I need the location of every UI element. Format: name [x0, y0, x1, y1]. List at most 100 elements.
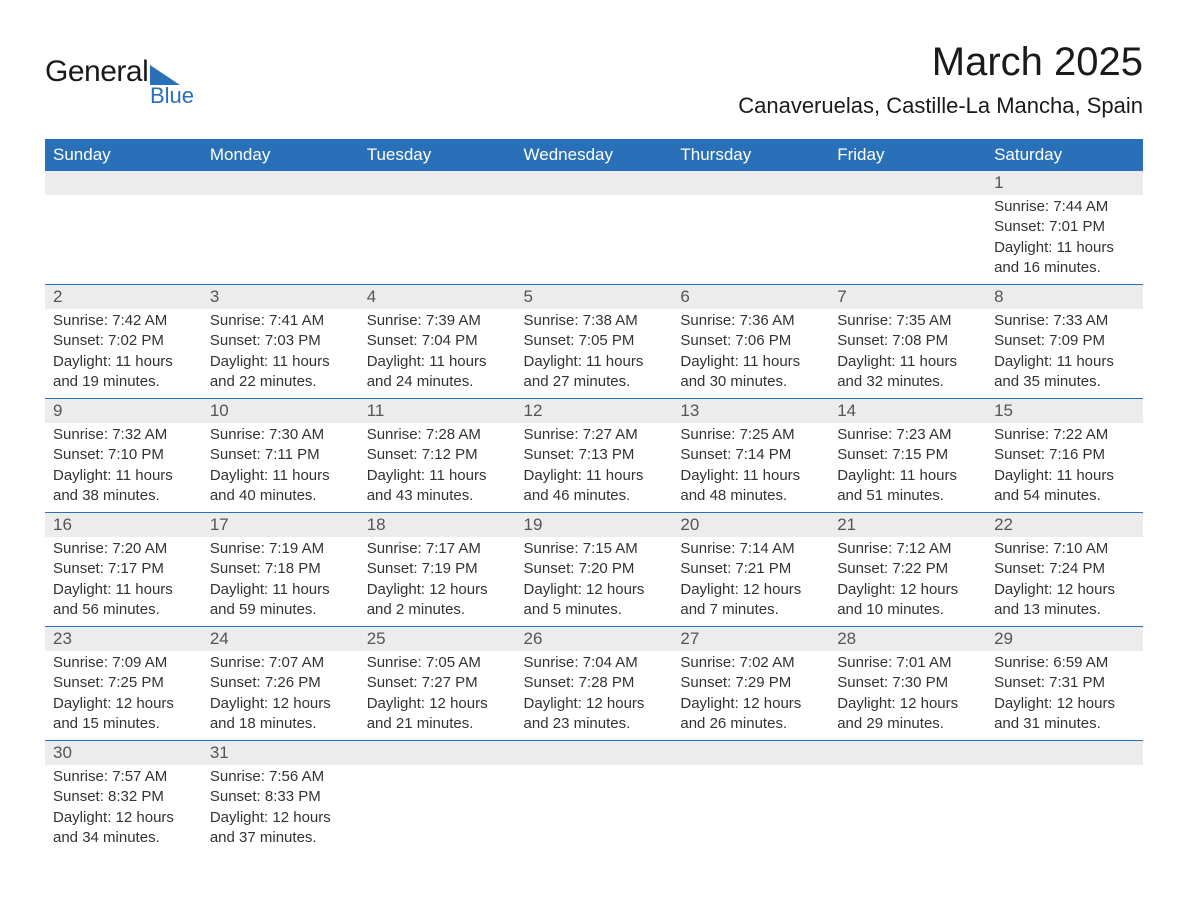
daylight-text: Daylight: 11 hours and 56 minutes. — [53, 580, 194, 621]
daylight-text: Daylight: 11 hours and 30 minutes. — [680, 352, 821, 393]
sunset-text: Sunset: 7:14 PM — [680, 445, 821, 465]
day-number-row: 23242526272829 — [45, 627, 1143, 652]
sunrise-text: Sunrise: 7:30 AM — [210, 425, 351, 445]
daylight-text: Daylight: 12 hours and 23 minutes. — [524, 694, 665, 735]
sunrise-text: Sunrise: 7:44 AM — [994, 197, 1135, 217]
day-data-cell — [986, 765, 1143, 854]
header: General Blue March 2025 Canaveruelas, Ca… — [45, 40, 1143, 119]
day-data-cell: Sunrise: 7:33 AMSunset: 7:09 PMDaylight:… — [986, 309, 1143, 399]
sunrise-text: Sunrise: 7:20 AM — [53, 539, 194, 559]
sunrise-text: Sunrise: 7:22 AM — [994, 425, 1135, 445]
weekday-header: Thursday — [672, 139, 829, 171]
calendar-header-row: Sunday Monday Tuesday Wednesday Thursday… — [45, 139, 1143, 171]
day-number-cell: 21 — [829, 513, 986, 538]
sunset-text: Sunset: 7:10 PM — [53, 445, 194, 465]
sunrise-text: Sunrise: 7:12 AM — [837, 539, 978, 559]
sunrise-text: Sunrise: 7:19 AM — [210, 539, 351, 559]
day-number-row: 2345678 — [45, 285, 1143, 310]
sunset-text: Sunset: 7:29 PM — [680, 673, 821, 693]
day-data-cell: Sunrise: 7:36 AMSunset: 7:06 PMDaylight:… — [672, 309, 829, 399]
sunset-text: Sunset: 7:21 PM — [680, 559, 821, 579]
sunset-text: Sunset: 7:28 PM — [524, 673, 665, 693]
day-data-cell: Sunrise: 7:04 AMSunset: 7:28 PMDaylight:… — [516, 651, 673, 741]
day-number-cell — [516, 741, 673, 766]
daylight-text: Daylight: 12 hours and 37 minutes. — [210, 808, 351, 849]
day-number-cell: 18 — [359, 513, 516, 538]
sunrise-text: Sunrise: 7:38 AM — [524, 311, 665, 331]
day-data-cell: Sunrise: 7:41 AMSunset: 7:03 PMDaylight:… — [202, 309, 359, 399]
day-number-cell — [986, 741, 1143, 766]
day-number-cell — [45, 171, 202, 195]
day-number-cell: 27 — [672, 627, 829, 652]
daylight-text: Daylight: 12 hours and 18 minutes. — [210, 694, 351, 735]
day-data-cell: Sunrise: 7:15 AMSunset: 7:20 PMDaylight:… — [516, 537, 673, 627]
sunset-text: Sunset: 7:04 PM — [367, 331, 508, 351]
daylight-text: Daylight: 11 hours and 32 minutes. — [837, 352, 978, 393]
day-number-cell: 8 — [986, 285, 1143, 310]
day-number-cell — [829, 741, 986, 766]
day-number-row: 1 — [45, 171, 1143, 195]
day-data-cell: Sunrise: 7:02 AMSunset: 7:29 PMDaylight:… — [672, 651, 829, 741]
day-number-cell — [359, 171, 516, 195]
sunrise-text: Sunrise: 7:57 AM — [53, 767, 194, 787]
day-number-cell: 31 — [202, 741, 359, 766]
day-data-cell: Sunrise: 7:27 AMSunset: 7:13 PMDaylight:… — [516, 423, 673, 513]
weekday-header: Tuesday — [359, 139, 516, 171]
day-number-row: 16171819202122 — [45, 513, 1143, 538]
sunset-text: Sunset: 7:25 PM — [53, 673, 194, 693]
sunset-text: Sunset: 7:31 PM — [994, 673, 1135, 693]
sunset-text: Sunset: 7:13 PM — [524, 445, 665, 465]
sunrise-text: Sunrise: 7:07 AM — [210, 653, 351, 673]
day-number-cell: 14 — [829, 399, 986, 424]
weekday-header: Wednesday — [516, 139, 673, 171]
day-number-cell: 28 — [829, 627, 986, 652]
day-data-cell: Sunrise: 7:57 AMSunset: 8:32 PMDaylight:… — [45, 765, 202, 854]
day-number-cell: 20 — [672, 513, 829, 538]
day-data-cell: Sunrise: 7:39 AMSunset: 7:04 PMDaylight:… — [359, 309, 516, 399]
day-number-cell: 10 — [202, 399, 359, 424]
day-data-cell — [829, 765, 986, 854]
sunrise-text: Sunrise: 7:32 AM — [53, 425, 194, 445]
day-number-cell: 24 — [202, 627, 359, 652]
day-number-cell: 26 — [516, 627, 673, 652]
location: Canaveruelas, Castille-La Mancha, Spain — [738, 93, 1143, 119]
day-data-cell — [359, 195, 516, 285]
day-data-cell — [45, 195, 202, 285]
day-number-cell: 12 — [516, 399, 673, 424]
day-data-cell — [516, 765, 673, 854]
sunrise-text: Sunrise: 7:10 AM — [994, 539, 1135, 559]
title-block: March 2025 Canaveruelas, Castille-La Man… — [738, 40, 1143, 119]
day-number-cell — [359, 741, 516, 766]
day-data-cell — [359, 765, 516, 854]
logo: General Blue — [45, 55, 194, 109]
sunrise-text: Sunrise: 7:28 AM — [367, 425, 508, 445]
day-data-row: Sunrise: 7:20 AMSunset: 7:17 PMDaylight:… — [45, 537, 1143, 627]
sunrise-text: Sunrise: 7:17 AM — [367, 539, 508, 559]
sunset-text: Sunset: 7:08 PM — [837, 331, 978, 351]
day-data-cell: Sunrise: 7:35 AMSunset: 7:08 PMDaylight:… — [829, 309, 986, 399]
daylight-text: Daylight: 12 hours and 5 minutes. — [524, 580, 665, 621]
daylight-text: Daylight: 12 hours and 13 minutes. — [994, 580, 1135, 621]
sunset-text: Sunset: 8:32 PM — [53, 787, 194, 807]
day-data-cell: Sunrise: 7:25 AMSunset: 7:14 PMDaylight:… — [672, 423, 829, 513]
day-number-row: 9101112131415 — [45, 399, 1143, 424]
day-data-row: Sunrise: 7:09 AMSunset: 7:25 PMDaylight:… — [45, 651, 1143, 741]
day-number-cell: 11 — [359, 399, 516, 424]
day-number-cell: 25 — [359, 627, 516, 652]
day-data-cell: Sunrise: 7:14 AMSunset: 7:21 PMDaylight:… — [672, 537, 829, 627]
logo-text-blue: Blue — [150, 83, 194, 109]
day-number-cell: 1 — [986, 171, 1143, 195]
day-data-cell: Sunrise: 7:30 AMSunset: 7:11 PMDaylight:… — [202, 423, 359, 513]
sunset-text: Sunset: 7:02 PM — [53, 331, 194, 351]
day-data-cell — [202, 195, 359, 285]
day-number-cell — [829, 171, 986, 195]
day-data-cell: Sunrise: 7:44 AMSunset: 7:01 PMDaylight:… — [986, 195, 1143, 285]
daylight-text: Daylight: 12 hours and 26 minutes. — [680, 694, 821, 735]
sunrise-text: Sunrise: 7:14 AM — [680, 539, 821, 559]
day-number-cell: 7 — [829, 285, 986, 310]
weekday-header: Monday — [202, 139, 359, 171]
day-number-cell: 3 — [202, 285, 359, 310]
daylight-text: Daylight: 11 hours and 54 minutes. — [994, 466, 1135, 507]
daylight-text: Daylight: 11 hours and 59 minutes. — [210, 580, 351, 621]
calendar-body: 1Sunrise: 7:44 AMSunset: 7:01 PMDaylight… — [45, 171, 1143, 854]
